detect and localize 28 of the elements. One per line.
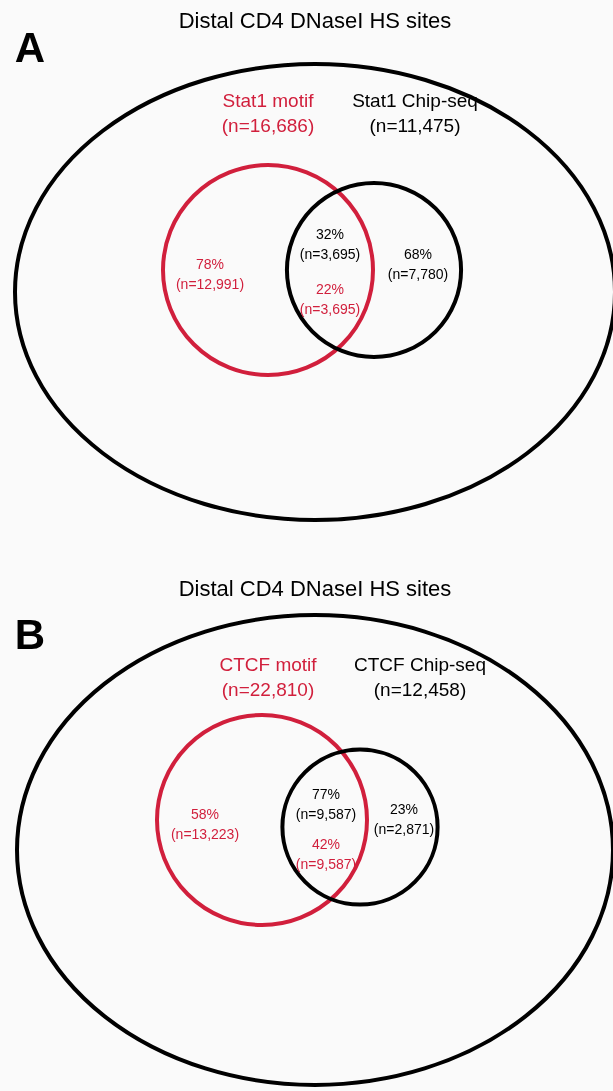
text: 22% (315, 280, 345, 297)
text: A (14, 23, 46, 71)
text: Distal CD4 DNaseI HS sites (178, 576, 452, 602)
text: (n=9,587) (295, 855, 357, 872)
data-label: (n=12,458) (373, 679, 467, 701)
text: 23% (389, 800, 419, 817)
text: 58% (190, 805, 220, 822)
text: (n=7,780) (387, 265, 449, 282)
text: Distal CD4 DNaseI HS sites (178, 8, 452, 34)
category-label: Stat1 motif (222, 90, 315, 112)
text: 68% (403, 245, 433, 262)
text: (n=3,695) (299, 245, 361, 262)
text: (n=12,991) (175, 275, 245, 292)
data-label: (n=11,475) (369, 115, 461, 137)
text: 78% (195, 255, 225, 272)
text: (n=13,223) (170, 825, 240, 842)
text: (n=3,695) (299, 300, 361, 317)
data-label: (n=22,810) (221, 679, 315, 701)
text: (n=9,587) (295, 805, 357, 822)
category-label: CTCF motif (219, 654, 318, 676)
category-label: CTCF Chip-seq (354, 654, 486, 676)
text: (n=2,871) (373, 820, 435, 837)
text: 77% (311, 785, 341, 802)
text: 32% (315, 225, 345, 242)
category-label: Stat1 Chip-seq (352, 90, 478, 112)
text: B (14, 610, 46, 658)
data-label: (n=16,686) (221, 115, 315, 137)
text: 42% (311, 835, 341, 852)
